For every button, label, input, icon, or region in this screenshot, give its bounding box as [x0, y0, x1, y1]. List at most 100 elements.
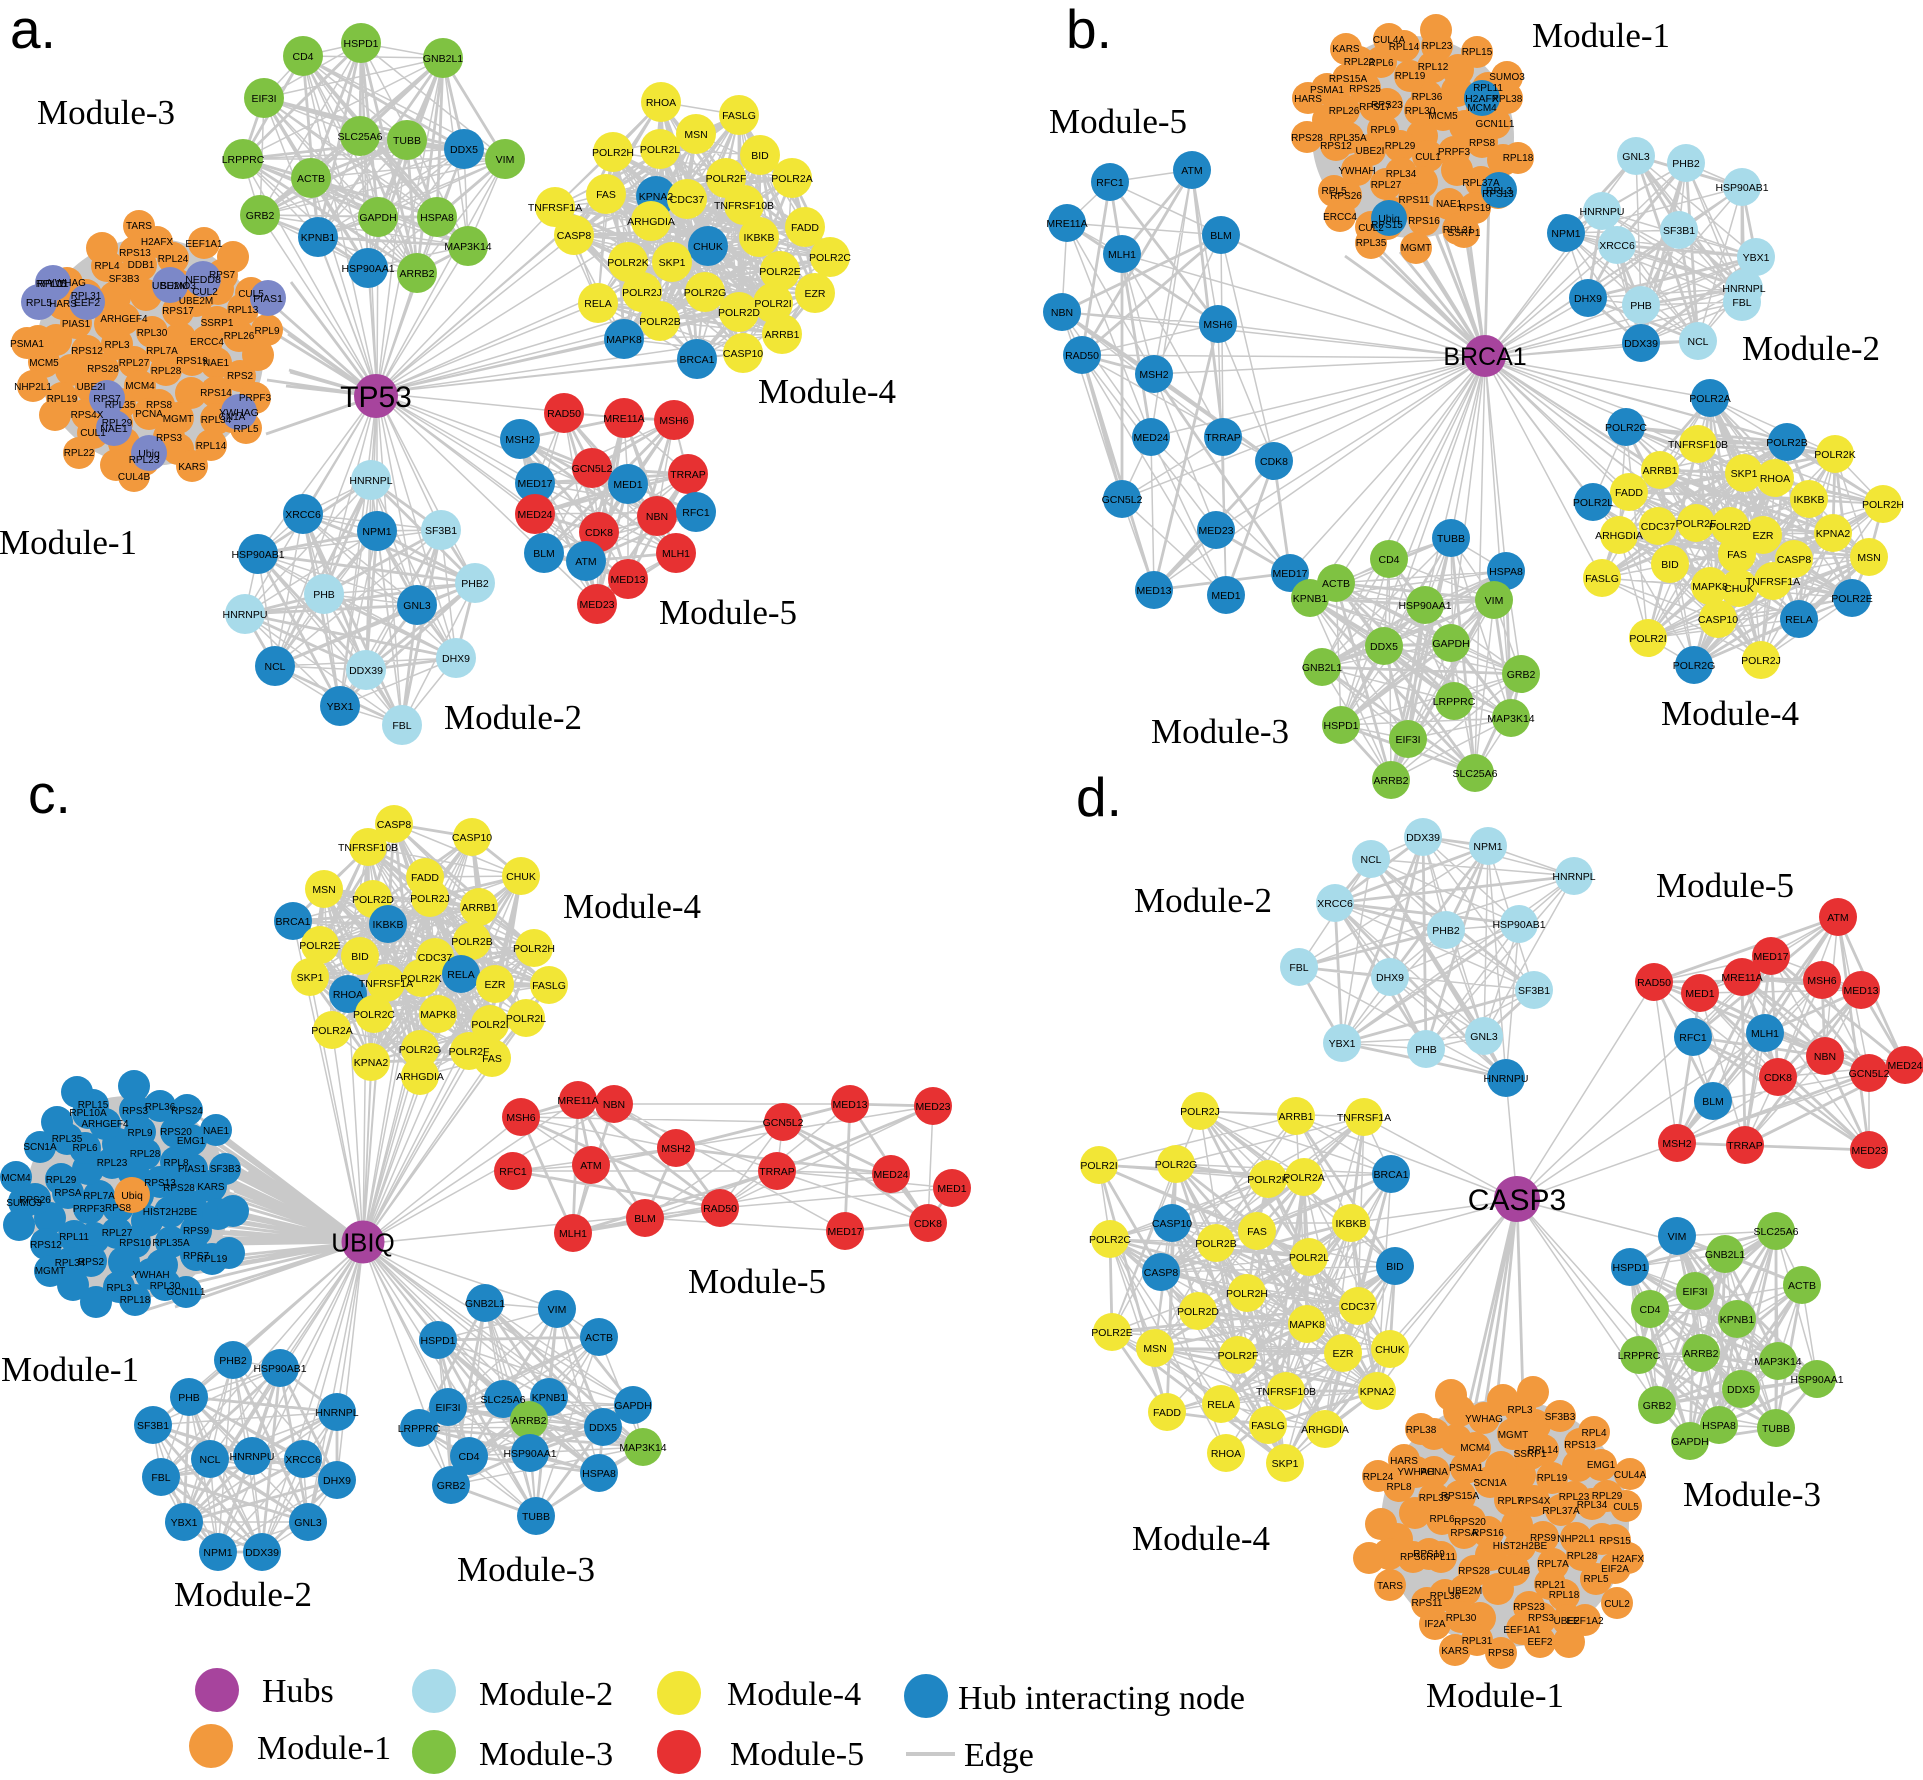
- svg-text:POLR2C: POLR2C: [1089, 1234, 1131, 1246]
- svg-text:CUL5: CUL5: [238, 289, 264, 300]
- svg-text:POLR2A: POLR2A: [771, 173, 812, 185]
- svg-text:RPL34: RPL34: [1577, 1500, 1608, 1511]
- svg-text:MAP3K14: MAP3K14: [619, 1442, 666, 1454]
- svg-text:RPS26: RPS26: [1330, 191, 1362, 202]
- svg-text:PIAS1: PIAS1: [178, 1164, 207, 1175]
- svg-text:Module-4: Module-4: [758, 372, 896, 411]
- svg-text:RPS3: RPS3: [156, 433, 183, 444]
- svg-text:RHOA: RHOA: [1211, 1448, 1241, 1460]
- svg-text:CDC37: CDC37: [418, 952, 453, 964]
- svg-text:RPS9: RPS9: [183, 1226, 210, 1237]
- svg-text:SF3B1: SF3B1: [137, 1420, 169, 1432]
- svg-text:POLR2J: POLR2J: [410, 893, 450, 905]
- svg-text:ARRB2: ARRB2: [1373, 775, 1408, 787]
- svg-text:VIM: VIM: [1668, 1231, 1687, 1243]
- svg-text:YWHAG: YWHAG: [219, 407, 259, 419]
- svg-text:SSRP1: SSRP1: [1514, 1449, 1547, 1460]
- svg-text:CHUK: CHUK: [693, 241, 723, 253]
- svg-text:POLR2B: POLR2B: [1766, 437, 1807, 449]
- svg-text:FADD: FADD: [1153, 1407, 1181, 1419]
- svg-text:ARHGEF4: ARHGEF4: [81, 1119, 129, 1130]
- svg-text:EEF1A2: EEF1A2: [1566, 1616, 1604, 1627]
- svg-text:CD4: CD4: [1378, 554, 1399, 566]
- svg-text:PHB: PHB: [1415, 1044, 1437, 1056]
- svg-text:RPL19: RPL19: [1537, 1473, 1568, 1484]
- svg-text:NHP2L1: NHP2L1: [14, 382, 52, 393]
- svg-text:FAS: FAS: [596, 189, 616, 201]
- svg-text:RPS15A: RPS15A: [1441, 1491, 1480, 1502]
- svg-text:RPL15: RPL15: [1462, 47, 1493, 58]
- svg-text:EZR: EZR: [1753, 530, 1774, 542]
- svg-text:MAPK8: MAPK8: [1692, 581, 1728, 593]
- svg-text:YBX1: YBX1: [327, 701, 354, 713]
- svg-text:RPL34: RPL34: [55, 1258, 86, 1269]
- svg-text:UBE2M: UBE2M: [1448, 1586, 1482, 1597]
- svg-text:HSP90AB1: HSP90AB1: [231, 549, 284, 561]
- svg-text:RPL23: RPL23: [129, 455, 160, 466]
- svg-text:CASP8: CASP8: [557, 230, 592, 242]
- svg-text:RPS9: RPS9: [1530, 1533, 1557, 1544]
- svg-text:FASLG: FASLG: [722, 110, 756, 122]
- svg-text:RPL3: RPL3: [106, 1283, 131, 1294]
- svg-text:SUMO3: SUMO3: [6, 1198, 42, 1209]
- svg-text:HNRNPL: HNRNPL: [349, 475, 392, 487]
- svg-text:ACTB: ACTB: [585, 1332, 613, 1344]
- svg-text:EIF3I: EIF3I: [251, 93, 276, 105]
- svg-text:HSPA8: HSPA8: [1702, 1420, 1736, 1432]
- svg-text:MED13: MED13: [1843, 985, 1878, 997]
- svg-text:POLR2L: POLR2L: [506, 1013, 546, 1025]
- svg-text:RPL7A: RPL7A: [146, 346, 178, 357]
- svg-text:MLH1: MLH1: [1108, 249, 1136, 261]
- svg-text:RPS19: RPS19: [176, 356, 208, 367]
- svg-text:GNL3: GNL3: [1470, 1031, 1498, 1043]
- svg-text:RPS20: RPS20: [160, 1127, 192, 1138]
- svg-text:POLR2C: POLR2C: [809, 252, 851, 264]
- svg-text:EIF3I: EIF3I: [1395, 734, 1420, 746]
- svg-text:FAS: FAS: [1727, 549, 1747, 561]
- svg-text:SCN1A: SCN1A: [1473, 1478, 1507, 1489]
- svg-text:RPL21: RPL21: [1443, 225, 1474, 236]
- svg-text:HARS: HARS: [1294, 94, 1322, 105]
- svg-text:XRCC6: XRCC6: [285, 509, 321, 521]
- svg-text:TP53: TP53: [340, 381, 412, 414]
- svg-text:MRE11A: MRE11A: [557, 1095, 598, 1107]
- svg-text:NAE1: NAE1: [203, 1126, 230, 1137]
- svg-text:HNRNPL: HNRNPL: [1722, 283, 1765, 295]
- svg-text:GCN1L1: GCN1L1: [167, 1287, 206, 1298]
- svg-text:RPS23: RPS23: [1371, 100, 1403, 111]
- svg-text:RPL22: RPL22: [64, 448, 95, 459]
- svg-text:Module-4: Module-4: [563, 887, 701, 926]
- svg-text:DDX5: DDX5: [589, 1422, 617, 1434]
- svg-text:RPL6: RPL6: [72, 1143, 97, 1154]
- svg-text:RPL27: RPL27: [119, 358, 150, 369]
- svg-text:TUBB: TUBB: [522, 1511, 550, 1523]
- svg-text:MED17: MED17: [827, 1226, 862, 1238]
- svg-text:SKP1: SKP1: [297, 972, 324, 984]
- svg-text:MAP3K14: MAP3K14: [1754, 1356, 1801, 1368]
- svg-text:YBX1: YBX1: [1743, 252, 1770, 264]
- svg-text:MAP3K14: MAP3K14: [1487, 713, 1534, 725]
- svg-text:RPL4: RPL4: [1581, 1428, 1606, 1439]
- svg-text:Module-2: Module-2: [479, 1676, 613, 1713]
- svg-text:POLR2L: POLR2L: [1573, 497, 1613, 509]
- svg-text:GNB2L1: GNB2L1: [465, 1298, 505, 1310]
- svg-text:MGMT: MGMT: [1401, 243, 1432, 254]
- svg-text:PIAS1: PIAS1: [253, 293, 283, 305]
- svg-text:DDX5: DDX5: [1727, 1384, 1755, 1396]
- svg-text:MED1: MED1: [937, 1183, 966, 1195]
- svg-text:RPL29: RPL29: [102, 418, 133, 429]
- svg-text:NCL: NCL: [1687, 336, 1708, 348]
- svg-text:RPL23: RPL23: [1422, 41, 1453, 52]
- svg-text:RPL9: RPL9: [1370, 125, 1395, 136]
- svg-text:GRB2: GRB2: [1643, 1400, 1672, 1412]
- svg-text:MED17: MED17: [517, 478, 552, 490]
- svg-text:RPL9: RPL9: [254, 326, 279, 337]
- svg-text:FADD: FADD: [411, 872, 439, 884]
- svg-text:POLR2B: POLR2B: [451, 936, 492, 948]
- svg-text:BID: BID: [1661, 559, 1679, 571]
- svg-text:RPL29: RPL29: [46, 1175, 77, 1186]
- svg-text:RPS2: RPS2: [78, 1257, 105, 1268]
- svg-text:TRRAP: TRRAP: [670, 469, 706, 481]
- svg-text:Module-3: Module-3: [457, 1550, 595, 1589]
- svg-text:GCN5L2: GCN5L2: [763, 1117, 804, 1129]
